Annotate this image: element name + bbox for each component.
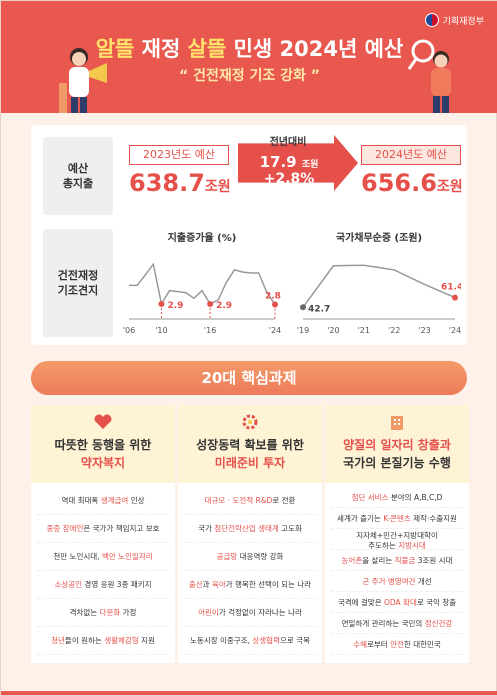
- task-column-title: 양질의 일자리 창출과: [343, 438, 451, 452]
- task-item: 수해로부터 안전한 대한민국: [331, 634, 463, 655]
- budget-unit-2: 조원: [436, 179, 463, 195]
- budget-card: 예산 총지출 2023년도 예산 638.7조원 전년대비 17.9 조원 +2…: [31, 125, 467, 345]
- change-amount: 17.9 조원: [243, 153, 335, 171]
- task-item: 노동시장 이중구조, 상생협력으로 극복: [184, 627, 316, 655]
- budget-2024-value: 656.6조원: [361, 169, 463, 197]
- data-point: [452, 294, 458, 301]
- title-part-4: 민생 2024년 예산: [226, 37, 404, 61]
- task-item: 어린이가 걱정없이 자라나는 나라: [184, 599, 316, 627]
- x-tick-label: '23: [418, 326, 430, 335]
- title-part-1: 알뜰: [95, 37, 135, 61]
- page-subtitle: “ 건전재정 기조 강화 ”: [179, 68, 320, 84]
- ministry-logo: 기획재정부: [424, 13, 484, 27]
- series-line: [302, 264, 456, 308]
- task-item: 면밀하게 관리하는 국민의 정신건강: [331, 613, 463, 634]
- task-item: 국격에 걸맞은 ODA 확대로 국익 창출: [331, 592, 463, 613]
- budget-row-label: 예산 총지출: [43, 137, 113, 215]
- spending-growth-chart: '06 '10 '16 '24 2.9 2.9 2.8: [123, 262, 281, 335]
- change-arrow: [238, 135, 358, 191]
- magnifier-person-icon: [407, 39, 451, 113]
- data-label: 2.9: [167, 301, 183, 311]
- change-title: 전년대비: [269, 137, 307, 148]
- x-tick-label: '21: [358, 326, 370, 335]
- core-tasks-banner: 20대 핵심과제: [31, 361, 467, 395]
- data-label: 2.9: [216, 301, 232, 311]
- bottom-bar: [1, 691, 497, 695]
- title-part-2: 재정: [134, 37, 188, 61]
- change-amount-number: 17.9: [259, 153, 297, 171]
- header-banner: 기획재정부 알뜰 재정 살뜰 민생 2024년 예산 “ 건전재정 기조 강화 …: [1, 1, 497, 113]
- heart-hands-icon: [31, 413, 175, 435]
- budget-2023-label: 2023년도 예산: [129, 145, 229, 165]
- megaphone-person-icon: [59, 48, 107, 113]
- task-item: 지자체+민간+지방대학이 주도하는 지방시대: [331, 529, 463, 550]
- data-point: [300, 304, 306, 311]
- task-item: 농어촌을 살리는 직불금 3조원 시대: [331, 550, 463, 571]
- task-item: 출산과 육아가 행복한 선택이 되는 나라: [184, 571, 316, 599]
- budget-2023-value: 638.7조원: [129, 169, 231, 197]
- task-item: 소상공인 경영 응원 3종 패키지: [37, 571, 169, 599]
- task-list: 역대 최대폭 생계급여 인상 중증 장애인은 국가가 책임지고 보호 천만 노인시대…: [31, 483, 175, 663]
- task-item: 역대 최대폭 생계급여 인상: [37, 487, 169, 515]
- budget-unit-1: 조원: [204, 179, 231, 195]
- data-point: [207, 301, 214, 308]
- task-column-title: 성장동력 확보를 위한: [196, 438, 304, 452]
- fiscal-row-label: 건전재정 기조견지: [43, 229, 113, 337]
- task-item: 공급망 대응역량 강화: [184, 543, 316, 571]
- data-point: [272, 301, 278, 308]
- task-column-subtitle: 미래준비 투자: [214, 456, 286, 470]
- task-item: 격차없는 다문화 가정: [37, 599, 169, 627]
- task-column-subtitle: 약자복지: [80, 456, 126, 470]
- x-tick-label: '19: [297, 326, 309, 335]
- budget-2023-number: 638.7: [129, 169, 205, 197]
- task-item: 중증 장애인은 국가가 책임지고 보호: [37, 515, 169, 543]
- x-tick-label: '24: [269, 326, 281, 335]
- data-label: 2.8: [265, 292, 281, 302]
- ministry-name: 기획재정부: [442, 16, 484, 27]
- task-item: 국가 첨단전략산업 생태계 고도화: [184, 515, 316, 543]
- task-list: 대규모 · 도전적 R&D로 전환 국가 첨단전략산업 생태계 고도화 공급망 대응…: [178, 483, 322, 663]
- task-item: 첨단 서비스 분야의 A,B,C,D: [331, 487, 463, 508]
- series-line: [129, 262, 276, 307]
- task-item: 천만 노인시대, 백만 노인일자리: [37, 543, 169, 571]
- task-item: 세계가 즐기는 K-콘텐츠 제작·수출지원: [331, 508, 463, 529]
- task-item: 청년들이 원하는 생활체감형 지원: [37, 627, 169, 655]
- x-tick-label: '20: [327, 326, 339, 335]
- data-point: [158, 301, 165, 308]
- title-part-3: 살뜰: [187, 37, 227, 61]
- change-pct: +2.8%: [263, 171, 315, 187]
- page-title: 알뜰 재정 살뜰 민생 2024년 예산: [1, 33, 497, 63]
- task-column-title: 따뜻한 동행을 위한: [54, 438, 152, 452]
- taegeuk-icon: [424, 13, 439, 27]
- data-label: 61.4: [441, 283, 461, 293]
- data-label: 42.7: [308, 304, 330, 314]
- x-tick-label: '24: [449, 326, 461, 335]
- x-tick-label: '10: [155, 326, 167, 335]
- task-column-subtitle: 국가의 본질기능 수행: [343, 456, 451, 470]
- debt-increase-chart: '19 '20 '21 '22 '23 '24 42.7 61.4: [297, 264, 461, 335]
- x-tick-label: '16: [204, 326, 216, 335]
- chart1-title: 지출증가율 (%): [167, 233, 237, 244]
- x-tick-label: '22: [388, 326, 400, 335]
- building-icon: [325, 413, 469, 435]
- task-item: 대규모 · 도전적 R&D로 전환: [184, 487, 316, 515]
- budget-2024-label: 2024년도 예산: [361, 145, 461, 165]
- task-item: 군 주거·병영여건 개선: [331, 571, 463, 592]
- gear-growth-icon: [178, 413, 322, 435]
- task-list: 첨단 서비스 분야의 A,B,C,D 세계가 즐기는 K-콘텐츠 제작·수출지원 지…: [325, 483, 469, 663]
- chart2-title: 국가채무순증 (조원): [335, 233, 423, 244]
- change-unit: 조원: [301, 160, 319, 170]
- budget-2024-number: 656.6: [361, 169, 437, 197]
- x-tick-label: '06: [123, 326, 135, 335]
